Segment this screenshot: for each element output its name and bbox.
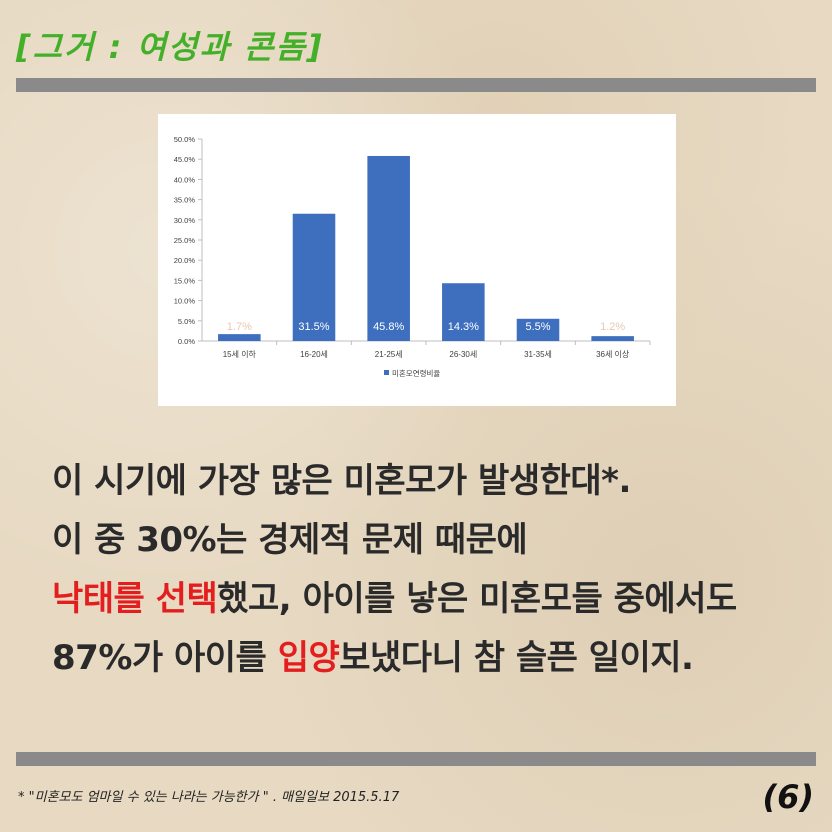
body-line-3: 낙태를 선택했고, 아이를 낳은 미혼모들 중에서도	[52, 570, 822, 629]
data-label: 31.5%	[298, 321, 329, 333]
header-title: [그거 : 여성과 콘돔]	[16, 28, 324, 66]
data-label: 14.3%	[448, 321, 479, 333]
x-tick-label: 36세 이상	[596, 349, 630, 359]
y-tick-label: 45.0%	[174, 155, 196, 164]
bar	[516, 318, 560, 341]
x-tick-label: 21-25세	[375, 350, 403, 359]
data-label: 5.5%	[525, 321, 550, 333]
y-tick-label: 0.0%	[178, 337, 195, 346]
body-line-4: 87%가 아이를 입양보냈다니 참 슬픈 일이지.	[52, 629, 822, 688]
bar	[292, 213, 336, 341]
x-tick-label: 16-20세	[300, 350, 328, 359]
y-tick-label: 15.0%	[174, 276, 196, 285]
y-tick-label: 10.0%	[174, 297, 196, 306]
top-divider	[16, 78, 816, 92]
x-tick-label: 26-30세	[449, 350, 477, 359]
body-line-2: 이 중 30%는 경제적 문제 때문에	[52, 520, 528, 560]
body-line-4-pre: 87%가 아이를	[52, 638, 278, 678]
y-tick-label: 25.0%	[174, 236, 196, 245]
legend-label: 미혼모연령비율	[392, 368, 440, 378]
data-label: 1.2%	[600, 321, 625, 333]
body-text: 이 시기에 가장 많은 미혼모가 발생한대*. 이 중 30%는 경제적 문제 …	[52, 452, 822, 688]
highlight-abortion: 낙태를 선택	[52, 579, 218, 619]
footnote: * "미혼모도 엄마일 수 있는 나라는 가능한가 " . 매일일보 2015.…	[18, 790, 400, 805]
bar	[218, 334, 261, 341]
y-tick-label: 35.0%	[174, 196, 196, 205]
bottom-divider	[16, 752, 816, 766]
highlight-adoption: 입양	[277, 638, 340, 678]
bar	[591, 336, 634, 341]
bar-chart: 0.0% 5.0% 10.0% 15.0% 20.0% 25.0% 30.0% 35.0% 40…	[174, 135, 651, 378]
data-label: 1.7%	[227, 321, 252, 333]
page-number: (6)	[762, 778, 814, 816]
legend-swatch	[384, 370, 389, 375]
body-line-3-rest: 했고, 아이를 낳은 미혼모들 중에서도	[217, 579, 737, 619]
x-tick-label: 31-35세	[524, 350, 552, 359]
y-tick-label: 30.0%	[174, 216, 196, 225]
data-label: 45.8%	[373, 321, 404, 333]
y-tick-label: 40.0%	[174, 175, 196, 184]
body-line-4-post: 보냈다니 참 슬픈 일이지.	[339, 638, 694, 678]
bar	[442, 283, 485, 341]
y-tick-label: 50.0%	[174, 135, 196, 144]
x-tick-label: 15세 이하	[223, 349, 257, 359]
y-tick-label: 5.0%	[178, 317, 195, 326]
body-line-1: 이 시기에 가장 많은 미혼모가 발생한대*.	[52, 461, 631, 501]
bar	[367, 155, 410, 341]
chart-card: 0.0% 5.0% 10.0% 15.0% 20.0% 25.0% 30.0% 35.0% 40…	[158, 114, 676, 406]
y-tick-label: 20.0%	[174, 256, 196, 265]
